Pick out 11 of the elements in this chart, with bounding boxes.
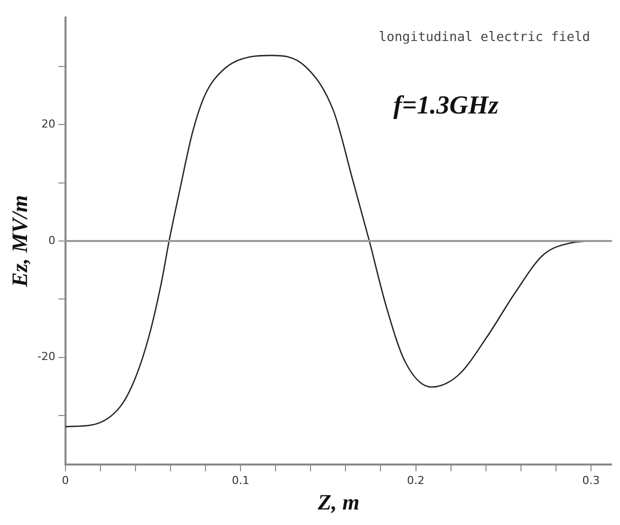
y-tick-label: 20 — [41, 118, 56, 131]
x-tick-label: 0.1 — [232, 474, 250, 487]
annotation: longitudinal electric field — [378, 30, 590, 46]
y-axis-title: Ez, MV/m — [6, 195, 32, 288]
y-tick-label: -20 — [37, 350, 56, 364]
x-tick-label: 0.3 — [582, 474, 600, 487]
x-axis-title: Z, m — [316, 489, 360, 514]
annotation: f=1.3GHz — [393, 90, 500, 120]
y-tick-label: 0 — [48, 234, 56, 247]
x-tick-label: 0 — [62, 474, 69, 487]
x-tick-label: 0.2 — [407, 474, 425, 487]
